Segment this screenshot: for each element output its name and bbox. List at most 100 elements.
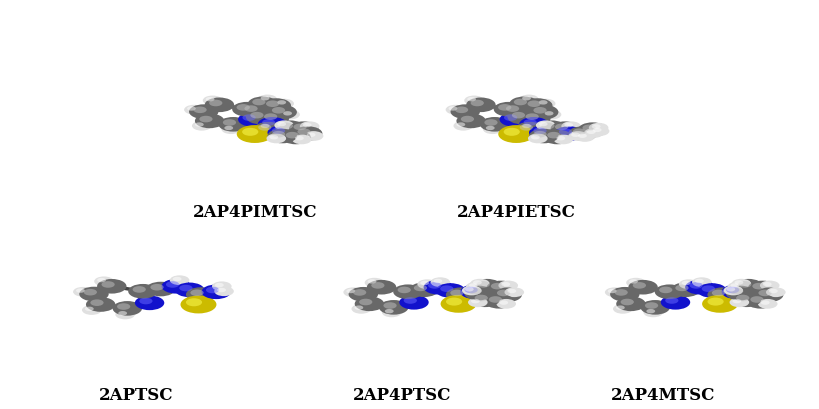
Circle shape bbox=[97, 279, 126, 294]
Circle shape bbox=[112, 301, 142, 316]
Circle shape bbox=[274, 99, 293, 109]
Circle shape bbox=[554, 127, 583, 142]
Circle shape bbox=[366, 280, 396, 295]
Circle shape bbox=[550, 122, 579, 137]
Circle shape bbox=[260, 124, 269, 129]
Circle shape bbox=[134, 296, 164, 310]
Circle shape bbox=[491, 283, 504, 290]
Circle shape bbox=[265, 101, 279, 108]
Circle shape bbox=[583, 129, 603, 139]
Circle shape bbox=[283, 112, 292, 116]
Circle shape bbox=[592, 128, 601, 133]
Circle shape bbox=[224, 126, 233, 131]
Circle shape bbox=[285, 133, 298, 139]
Circle shape bbox=[300, 122, 319, 132]
Circle shape bbox=[492, 288, 521, 302]
Circle shape bbox=[541, 110, 561, 120]
Circle shape bbox=[498, 281, 518, 291]
Circle shape bbox=[184, 106, 203, 115]
Circle shape bbox=[528, 129, 558, 144]
Circle shape bbox=[420, 281, 428, 285]
Circle shape bbox=[664, 297, 677, 304]
Circle shape bbox=[691, 278, 711, 288]
Circle shape bbox=[161, 279, 191, 294]
Circle shape bbox=[729, 298, 749, 308]
Circle shape bbox=[448, 107, 457, 111]
Circle shape bbox=[150, 284, 164, 291]
Circle shape bbox=[367, 280, 376, 284]
Circle shape bbox=[383, 303, 396, 309]
Circle shape bbox=[503, 128, 519, 137]
Circle shape bbox=[446, 298, 462, 306]
Circle shape bbox=[277, 123, 286, 127]
Circle shape bbox=[272, 132, 285, 138]
Circle shape bbox=[293, 124, 306, 131]
Circle shape bbox=[486, 281, 515, 296]
Circle shape bbox=[670, 283, 699, 297]
Circle shape bbox=[464, 286, 493, 301]
Circle shape bbox=[574, 133, 594, 142]
Circle shape bbox=[654, 285, 683, 299]
Circle shape bbox=[90, 300, 103, 306]
Circle shape bbox=[476, 281, 489, 288]
Circle shape bbox=[180, 296, 216, 314]
Circle shape bbox=[433, 279, 441, 283]
Circle shape bbox=[445, 106, 464, 115]
Circle shape bbox=[577, 123, 607, 138]
Circle shape bbox=[484, 294, 514, 309]
Circle shape bbox=[260, 97, 269, 101]
Circle shape bbox=[511, 112, 524, 119]
Circle shape bbox=[482, 125, 502, 135]
Circle shape bbox=[514, 99, 527, 106]
Circle shape bbox=[609, 287, 639, 302]
Circle shape bbox=[522, 124, 530, 129]
Circle shape bbox=[435, 283, 464, 298]
Circle shape bbox=[264, 114, 277, 121]
Circle shape bbox=[267, 129, 296, 144]
Circle shape bbox=[615, 306, 624, 310]
Circle shape bbox=[484, 120, 497, 126]
Circle shape bbox=[382, 308, 401, 317]
Circle shape bbox=[469, 293, 499, 307]
Circle shape bbox=[257, 95, 277, 105]
Circle shape bbox=[165, 281, 179, 288]
Circle shape bbox=[272, 128, 285, 135]
Circle shape bbox=[428, 282, 441, 289]
Circle shape bbox=[530, 136, 539, 140]
Circle shape bbox=[353, 290, 366, 296]
Circle shape bbox=[252, 99, 265, 106]
Circle shape bbox=[232, 103, 261, 117]
Circle shape bbox=[79, 287, 109, 301]
Circle shape bbox=[274, 121, 293, 131]
Circle shape bbox=[765, 288, 785, 297]
Circle shape bbox=[689, 282, 702, 289]
Circle shape bbox=[190, 290, 203, 296]
Circle shape bbox=[223, 120, 236, 126]
Circle shape bbox=[473, 281, 482, 285]
Circle shape bbox=[768, 289, 777, 294]
Circle shape bbox=[488, 297, 501, 303]
Circle shape bbox=[731, 299, 740, 303]
Circle shape bbox=[523, 99, 552, 114]
Circle shape bbox=[762, 282, 771, 287]
Circle shape bbox=[351, 304, 371, 314]
Circle shape bbox=[474, 295, 487, 301]
Circle shape bbox=[536, 121, 566, 136]
Circle shape bbox=[753, 288, 782, 302]
Circle shape bbox=[607, 289, 616, 294]
Circle shape bbox=[465, 282, 485, 292]
Circle shape bbox=[527, 134, 547, 144]
Circle shape bbox=[518, 95, 538, 105]
Circle shape bbox=[258, 125, 271, 131]
Circle shape bbox=[627, 280, 657, 295]
Text: 2AP4PTSC: 2AP4PTSC bbox=[352, 386, 450, 403]
Circle shape bbox=[193, 107, 206, 114]
Circle shape bbox=[417, 280, 437, 289]
Circle shape bbox=[519, 125, 532, 131]
Circle shape bbox=[701, 295, 737, 313]
Circle shape bbox=[645, 303, 658, 309]
Circle shape bbox=[257, 123, 277, 133]
Circle shape bbox=[749, 297, 762, 303]
Circle shape bbox=[192, 121, 211, 131]
Circle shape bbox=[553, 135, 572, 145]
